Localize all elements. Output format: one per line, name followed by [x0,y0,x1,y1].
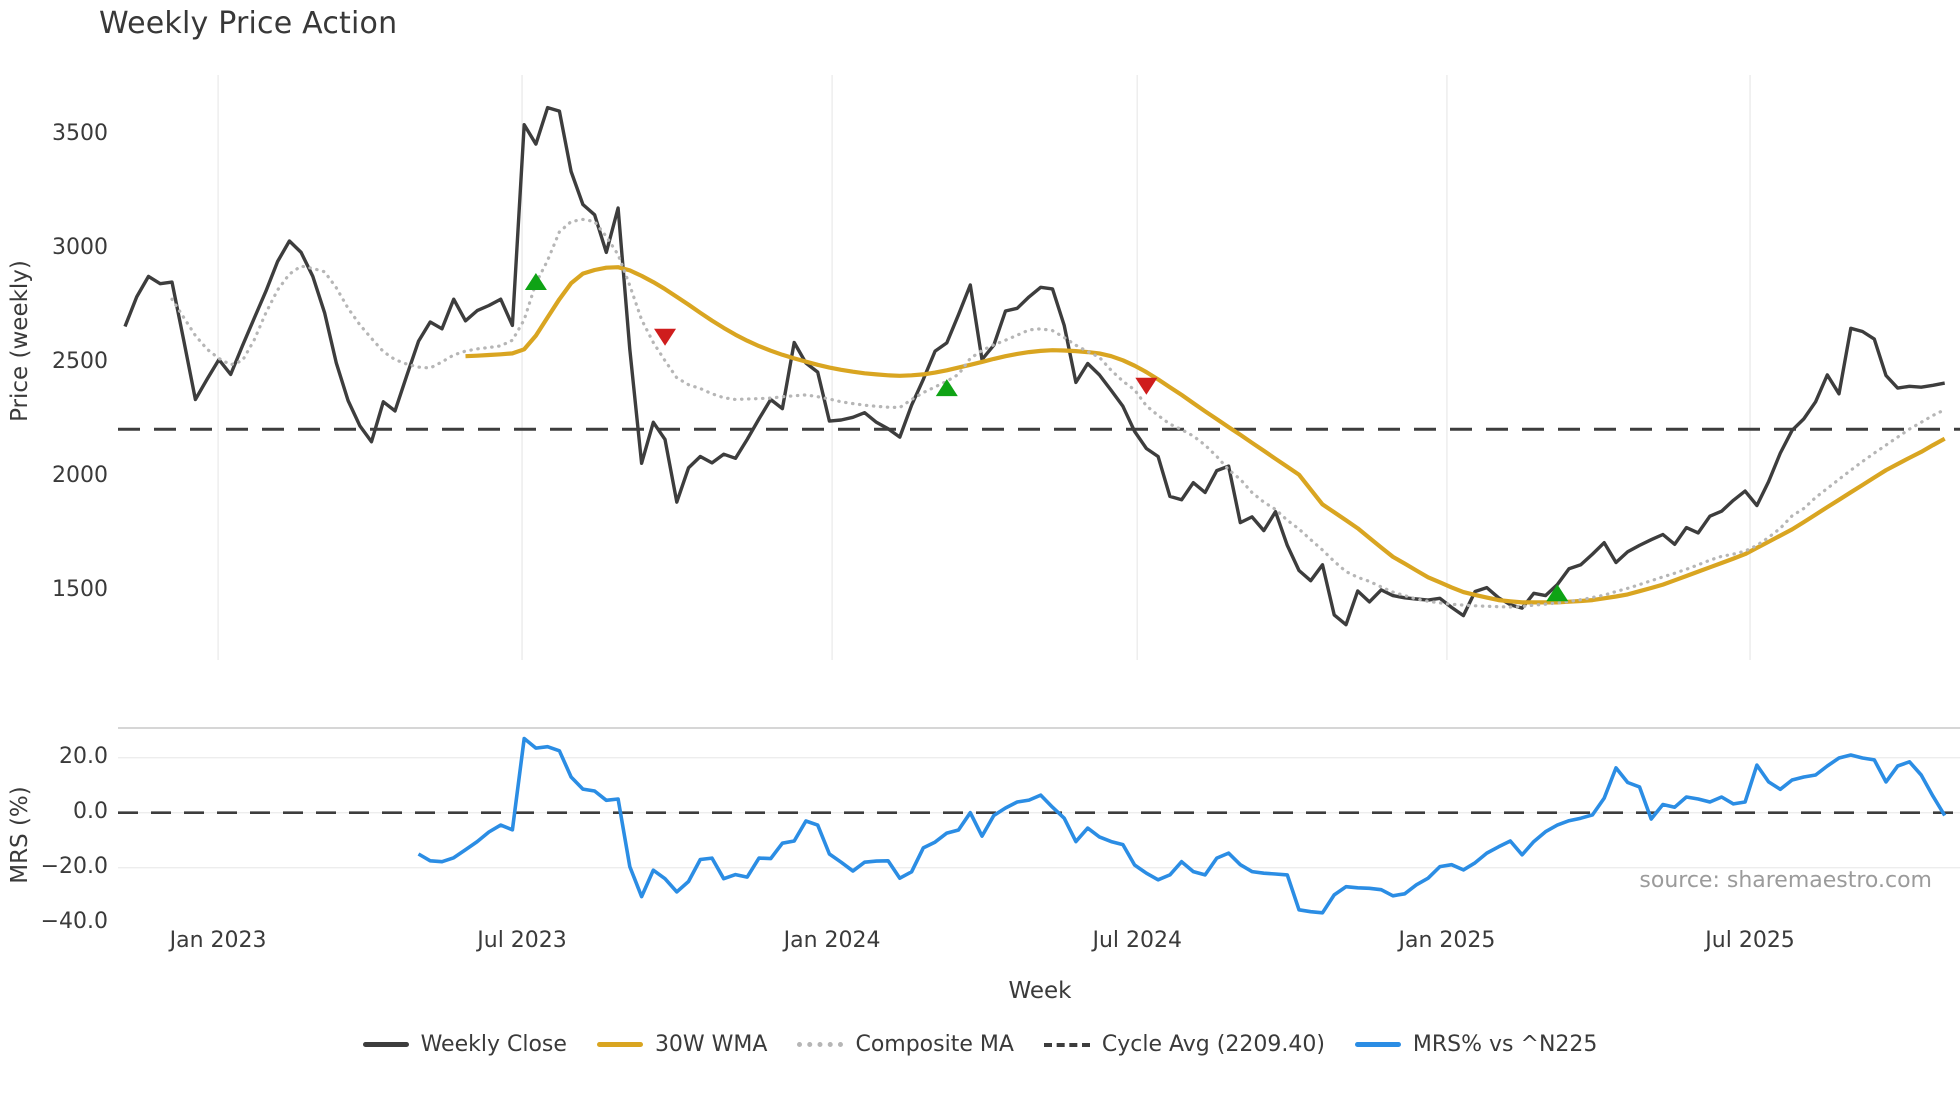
legend-item-composite-ma: Composite MA [797,1032,1014,1057]
x-tick: Jan 2024 [783,928,881,953]
source-watermark: source: sharemaestro.com [1639,868,1932,893]
mrs-y-tick: 0.0 [73,798,108,824]
mrs-y-tick: −40.0 [40,908,108,934]
price-y-tick: 2500 [52,349,108,374]
mrs-line-icon [1354,1042,1401,1047]
mrs-axis-label: MRS (%) [7,786,33,884]
price-y-tick: 1500 [52,577,108,602]
price-y-tick: 3500 [52,121,108,146]
legend-item-30w-wma: 30W WMA [596,1032,768,1057]
composite-ma-line-icon [797,1042,844,1047]
legend-label: MRS% vs ^N225 [1412,1032,1598,1057]
buy-signal-triangle-icon [1546,584,1569,602]
legend-label: Weekly Close [420,1032,567,1057]
x-axis-label: Week [1008,978,1072,1004]
buy-signal-triangle-icon [524,273,547,291]
sell-signal-triangle-icon [1135,377,1158,395]
mrs-y-tick: −20.0 [40,853,108,879]
x-tick: Jul 2023 [477,928,567,953]
legend-label: 30W WMA [654,1032,768,1057]
sell-signal-triangle-icon [654,328,677,346]
chart-title: Weekly Price Action [99,6,398,41]
weekly-close-line-icon [362,1042,409,1047]
price-y-tick: 3000 [52,235,108,260]
mrs-y-tick: 20.0 [59,743,108,769]
x-tick: Jul 2025 [1705,928,1795,953]
x-tick: Jul 2024 [1092,928,1182,953]
buy-signal-triangle-icon [935,379,958,397]
legend-label: Cycle Avg (2209.40) [1101,1032,1325,1057]
x-tick: Jan 2023 [169,928,267,953]
x-tick: Jan 2025 [1398,928,1496,953]
price-y-tick: 2000 [52,463,108,488]
chart-legend: Weekly Close 30W WMA Composite MA Cycle … [0,1032,1960,1057]
legend-label: Composite MA [855,1032,1014,1057]
legend-item-weekly-close: Weekly Close [362,1032,567,1057]
wma-line-icon [596,1042,643,1047]
price-axis-label: Price (weekly) [7,260,33,422]
legend-item-cycle-avg: Cycle Avg (2209.40) [1043,1032,1325,1057]
legend-item-mrs: MRS% vs ^N225 [1354,1032,1598,1057]
cycle-avg-line-icon [1043,1042,1090,1047]
